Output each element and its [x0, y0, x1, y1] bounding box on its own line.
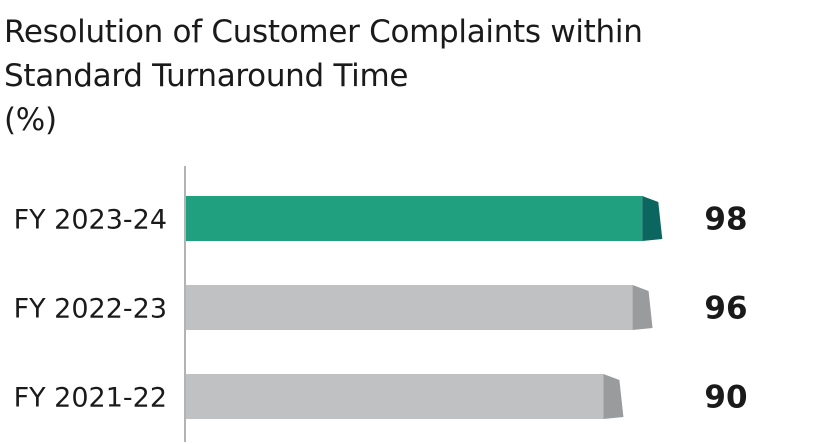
chart-title-line-1: Resolution of Customer Complaints within [4, 14, 643, 50]
bars-layer: FY 2023-24 98 FY 2022-23 96 FY 2021-22 90 [14, 196, 748, 419]
bar-3 [186, 374, 604, 419]
category-label-1: FY 2023-24 [14, 205, 167, 236]
chart-title-line-2: Standard Turnaround Time [4, 58, 409, 94]
chart-title: Resolution of Customer Complaints within… [4, 10, 814, 142]
bar-2-side [632, 285, 653, 330]
bar-3-side [603, 374, 624, 419]
value-label-2: 96 [704, 291, 747, 327]
bar-1 [186, 196, 643, 241]
value-label-1: 98 [704, 202, 747, 238]
category-label-3: FY 2021-22 [14, 383, 167, 414]
bar-2 [186, 285, 633, 330]
category-label-2: FY 2022-23 [14, 294, 167, 325]
value-label-3: 90 [704, 380, 747, 416]
bar-1-side [642, 196, 663, 241]
chart-title-line-3: (%) [4, 102, 57, 138]
